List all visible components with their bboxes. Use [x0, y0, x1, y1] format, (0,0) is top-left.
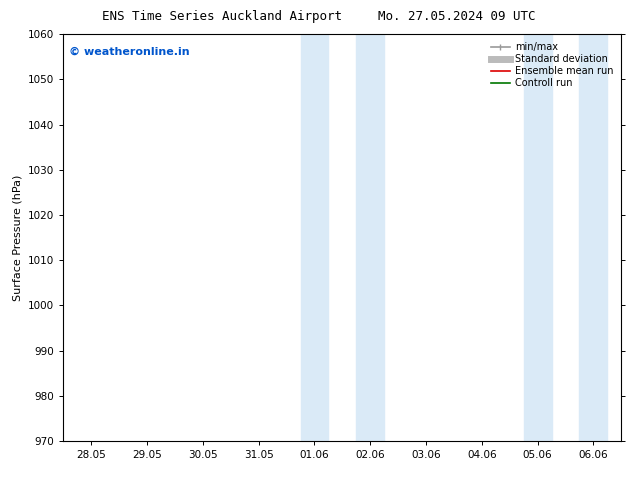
Bar — [356, 34, 384, 441]
Y-axis label: Surface Pressure (hPa): Surface Pressure (hPa) — [13, 174, 23, 301]
Bar — [579, 34, 607, 441]
Text: ENS Time Series Auckland Airport: ENS Time Series Auckland Airport — [102, 10, 342, 23]
Text: © weatheronline.in: © weatheronline.in — [69, 47, 190, 56]
Text: Mo. 27.05.2024 09 UTC: Mo. 27.05.2024 09 UTC — [378, 10, 535, 23]
Legend: min/max, Standard deviation, Ensemble mean run, Controll run: min/max, Standard deviation, Ensemble me… — [488, 39, 616, 91]
Bar — [524, 34, 552, 441]
Bar — [301, 34, 328, 441]
